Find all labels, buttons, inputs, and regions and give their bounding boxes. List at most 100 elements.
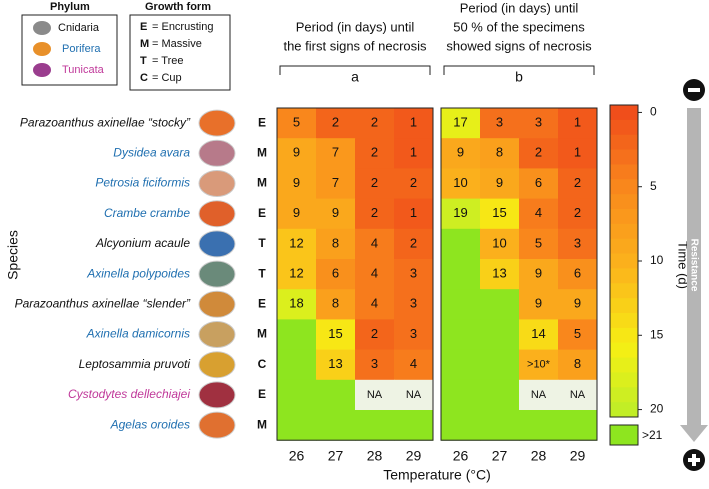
panel-frame [440,107,598,441]
phylum-box [21,14,118,86]
cell-label: NA [367,389,383,401]
species-photo [198,351,236,379]
over-swatch [609,424,639,446]
cell-label: 2 [371,205,378,220]
species-name: Crambe crambe [104,206,190,220]
species-photo [198,200,236,228]
cell-label: 2 [410,175,417,190]
cell-label: 1 [574,115,581,130]
species-photo [198,139,236,167]
species-name: Petrosia ficiformis [95,176,190,190]
heat-cell [394,168,434,200]
colorbar-step [610,253,638,269]
cell-label: 13 [492,266,506,281]
heat-cell [355,349,395,381]
cell-label: 8 [332,235,339,250]
colorbar-step [610,194,638,210]
heat-cell [519,319,559,351]
colorbar-tick-label: 5 [650,179,657,193]
heat-cell [519,259,559,290]
species-name: Axinella damicornis [86,327,190,341]
heat-cell [394,379,434,411]
colorbar-tick-label: 20 [650,402,664,416]
over-label: >21 [642,428,663,442]
cell-label: 2 [371,145,378,160]
growth-form: T [258,266,266,280]
heat-cell [480,379,520,411]
heat-cell [394,228,434,260]
cell-label: 3 [410,296,417,311]
minus-sign [688,88,700,92]
heat-cell [519,410,559,441]
species-photo [198,109,236,137]
cell-label: 18 [289,296,303,311]
x-tick-label: 26 [289,448,305,464]
heat-cell [441,349,481,381]
heat-cell [480,228,520,260]
heat-cell [480,108,520,139]
cell-label: 9 [496,175,503,190]
cell-label: 2 [371,175,378,190]
heat-cell [277,410,317,441]
cell-label: 3 [371,356,378,371]
heat-cell [394,259,434,290]
cell-label: 4 [371,235,378,250]
cell-label: 8 [574,356,581,371]
x-axis-label: Temperature (°C) [383,467,491,483]
heat-cell [355,410,395,441]
heat-cell [558,198,598,230]
cell-label: 2 [332,115,339,130]
cell-label: 5 [535,235,542,250]
heat-cell [558,349,598,381]
heat-cell [277,289,317,320]
cell-label: 12 [289,235,303,250]
heat-cell [480,410,520,441]
cell-label: 6 [574,266,581,281]
heat-cell [394,108,434,139]
colorbar-step [610,134,638,151]
colorbar-step [610,119,638,136]
heat-cell [558,108,598,139]
colorbar-step [610,179,638,195]
heat-cell [558,168,598,200]
heat-cell [316,108,356,139]
heat-cell [355,138,395,169]
bracket [279,65,431,75]
cell-label: NA [531,389,547,401]
growth-code: M [140,38,149,50]
heat-cell [441,108,481,139]
panel-frame [276,107,434,441]
cell-label: 3 [535,115,542,130]
growth-code: C [140,72,148,84]
cell-label: 9 [332,205,339,220]
heat-cell [277,228,317,260]
plus-sign [692,454,696,466]
cell-label: 9 [535,296,542,311]
heat-cell [355,319,395,351]
x-tick-label: 28 [367,448,383,464]
growth-box [129,14,231,91]
colorbar-step [610,268,638,284]
species-photo [198,230,236,258]
cell-label: 4 [371,296,378,311]
cell-label: 3 [410,266,417,281]
species-photo [198,290,236,318]
heat-cell [519,349,559,381]
cell-label: 15 [492,205,506,220]
species-name: Dysidea avara [113,145,190,159]
colorbar-step [610,105,638,121]
growth-text: = Cup [152,72,182,84]
cell-label: 9 [457,145,464,160]
heat-cell [441,198,481,230]
heat-cell [480,319,520,351]
heat-cell [316,410,356,441]
heat-cell [277,379,317,411]
heat-cell [394,410,434,441]
cell-label: 8 [332,296,339,311]
colorbar-step [610,342,638,359]
heat-cell [355,379,395,411]
heat-cell [316,379,356,411]
growth-form: C [258,357,267,371]
heat-cell [519,198,559,230]
